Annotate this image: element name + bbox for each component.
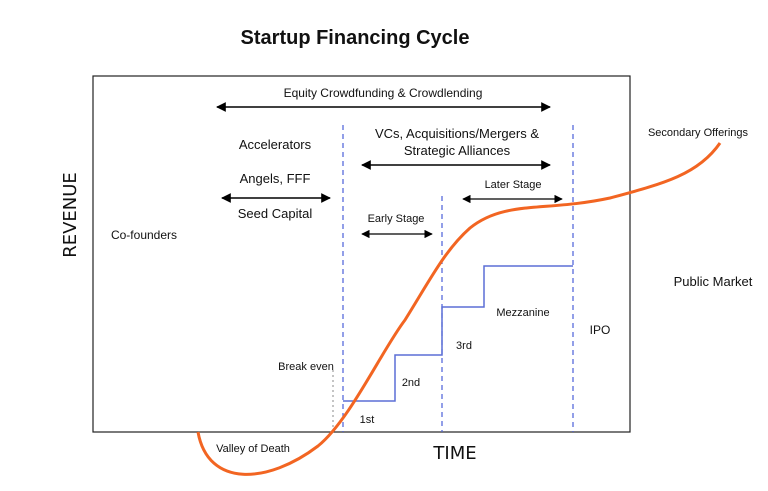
label-accelerators: Accelerators — [239, 137, 312, 152]
axis-label-x: TIME — [432, 443, 476, 464]
label-vcs-line2: Strategic Alliances — [404, 143, 511, 158]
funding-round-steps — [343, 265, 573, 402]
label-co-founders: Co-founders — [111, 228, 177, 242]
label-equity-crowdfunding: Equity Crowdfunding & Crowdlending — [284, 86, 483, 100]
label-round-1st: 1st — [360, 414, 375, 426]
label-vcs-line1: VCs, Acquisitions/Mergers & — [375, 126, 539, 141]
label-valley-of-death: Valley of Death — [216, 443, 290, 455]
label-public-market: Public Market — [674, 274, 753, 289]
label-angels-fff: Angels, FFF — [240, 171, 311, 186]
axis-label-y: REVENUE — [60, 172, 81, 258]
label-round-2nd: 2nd — [402, 377, 420, 389]
label-secondary-offerings: Secondary Offerings — [648, 127, 749, 139]
label-early-stage: Early Stage — [368, 213, 425, 225]
revenue-curve — [196, 142, 722, 476]
label-mezzanine: Mezzanine — [496, 307, 549, 319]
label-ipo: IPO — [590, 323, 611, 337]
label-round-3rd: 3rd — [456, 340, 472, 352]
plot-frame — [92, 75, 631, 433]
label-seed-capital: Seed Capital — [238, 206, 313, 221]
diagram-title: Startup Financing Cycle — [241, 27, 470, 49]
label-later-stage: Later Stage — [485, 179, 542, 191]
label-break-even: Break even — [278, 361, 334, 373]
